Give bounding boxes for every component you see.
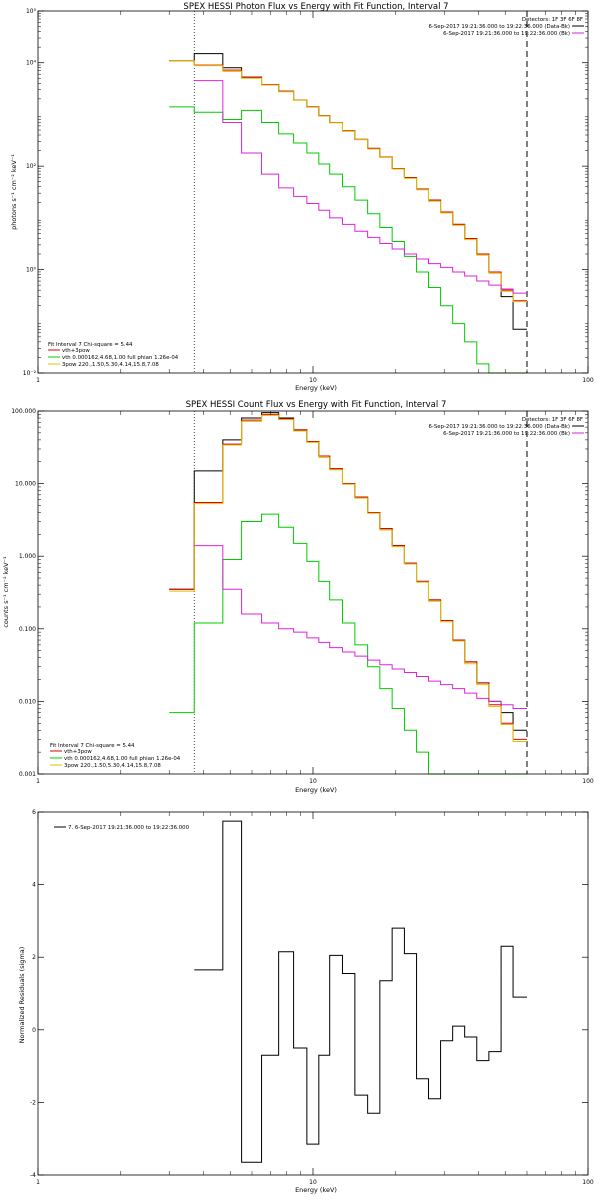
legend-data-bk: 6-Sep-2017 19:21:36.000 to 19:22:36.000 …	[428, 24, 570, 30]
y-axis-label: photons s⁻¹ cm⁻² keV⁻¹	[10, 154, 18, 230]
y-tick-label: 0.010	[19, 698, 36, 705]
count-flux-panel: SPEX HESSI Count Flux vs Energy with Fit…	[2, 400, 594, 794]
y-tick-label: 10.000	[15, 481, 36, 488]
series-line-3	[169, 414, 527, 743]
series-line-4	[194, 545, 527, 709]
chart-title: SPEX HESSI Photon Flux vs Energy with Fi…	[183, 2, 448, 12]
plot-frame	[37, 10, 589, 374]
plot-marks	[169, 411, 528, 775]
x-axis-label: Energy (keV)	[295, 384, 337, 392]
legend-residuals: 7. 6-Sep-2017 19:21:36.000 to 19:22:36.0…	[54, 825, 190, 831]
x-tick-label: 1	[36, 377, 40, 384]
y-tick-label: 100.000	[11, 408, 36, 415]
series-line-2	[169, 106, 527, 374]
y-tick-label: -4	[30, 1172, 36, 1179]
x-axis-label: Energy (keV)	[295, 786, 337, 794]
y-tick-label: 10⁰	[26, 267, 37, 274]
legend-fit-interval: Fit Interval 7 Chi-square = 5.44	[50, 743, 135, 749]
y-tick-label: 4	[32, 882, 36, 889]
plot-frame	[37, 410, 589, 775]
x-tick-label: 1	[36, 1179, 40, 1186]
legend-residual-interval: 7. 6-Sep-2017 19:21:36.000 to 19:22:36.0…	[68, 825, 190, 831]
y-tick-label: 10²	[26, 163, 37, 170]
legend-3pow: 3pow 220.,1.50,5.30,4.14,15.8,7.08	[62, 362, 159, 368]
series-line-1	[169, 413, 527, 740]
axis-ticks: 10⁻² 10⁰ 10² 10⁴ 10⁵ 1 10 100	[23, 8, 594, 384]
legend-detectors: Detectors: 1F 3F 6F 8F	[522, 17, 583, 23]
y-axis-label: counts s⁻¹ cm⁻² keV⁻¹	[2, 556, 10, 628]
series-line-4	[194, 80, 527, 294]
legend-data-bk: 6-Sep-2017 19:21:36.000 to 19:22:36.000 …	[428, 424, 570, 430]
legend-detectors: Detectors: 1F 3F 6F 8F	[522, 417, 583, 423]
legend-bottom-left: Fit Interval 7 Chi-square = 5.44 vth+3po…	[50, 743, 181, 769]
legend-bk: 6-Sep-2017 19:21:36.000 to 19:22:36.000 …	[443, 31, 570, 37]
legend-top-right: Detectors: 1F 3F 6F 8F 6-Sep-2017 19:21:…	[428, 17, 584, 37]
legend-fit-interval: Fit Interval 7 Chi-square = 5.44	[48, 342, 133, 348]
y-tick-label: 0.001	[19, 771, 36, 778]
axis-ticks: -4 -2 0 2 4 6 1 10 100	[30, 809, 594, 1186]
x-tick-label: 10	[309, 778, 317, 785]
y-axis-label: Normalized Residuals (sigma)	[18, 947, 26, 1044]
legend-3pow: 3pow 220.,1.50,5.30,4.14,15.8,7.08	[64, 763, 161, 769]
x-tick-label: 100	[582, 377, 594, 384]
x-axis-label: Energy (keV)	[295, 1186, 337, 1194]
y-tick-label: 0.100	[19, 626, 36, 633]
chart-title: SPEX HESSI Count Flux vs Energy with Fit…	[186, 400, 447, 410]
series-line-1	[169, 60, 527, 302]
y-tick-label: 10⁻²	[23, 370, 37, 377]
series-line-0	[194, 820, 527, 1163]
plot-marks	[169, 11, 528, 374]
y-tick-label: 0	[32, 1027, 36, 1034]
x-tick-label: 100	[582, 1179, 594, 1186]
plot-frame	[37, 811, 589, 1176]
legend-model: vth+3pow	[64, 749, 92, 755]
y-tick-label: 10⁴	[26, 60, 37, 67]
legend-model: vth+3pow	[62, 348, 90, 354]
residuals-panel: Energy (keV) Normalized Residuals (sigma…	[18, 809, 594, 1194]
legend-vth: vth 0.000162,4.68,1.00 full phian 1.26e-…	[62, 355, 179, 361]
plot-marks	[194, 820, 527, 1163]
legend-vth: vth 0.000162,4.68,1.00 full phian 1.26e-…	[64, 756, 181, 762]
y-tick-label: 10⁵	[26, 8, 37, 15]
y-tick-label: -2	[30, 1099, 36, 1106]
x-tick-label: 100	[582, 778, 594, 785]
legend-bk: 6-Sep-2017 19:21:36.000 to 19:22:36.000 …	[443, 431, 570, 437]
axis-ticks: 0.001 0.010 0.100 1.000 10.000 100.000 1 10 100	[11, 408, 594, 785]
y-tick-label: 6	[32, 809, 36, 816]
photon-flux-panel: SPEX HESSI Photon Flux vs Energy with Fi…	[10, 2, 594, 392]
x-tick-label: 10	[309, 1179, 317, 1186]
x-tick-label: 1	[36, 778, 40, 785]
y-tick-label: 1.000	[19, 553, 36, 560]
x-tick-label: 10	[309, 377, 317, 384]
y-tick-label: 2	[32, 954, 36, 961]
series-line-3	[169, 60, 527, 303]
legend-bottom-left: Fit Interval 7 Chi-square = 5.44 vth+3po…	[48, 342, 179, 368]
legend-top-right: Detectors: 1F 3F 6F 8F 6-Sep-2017 19:21:…	[428, 417, 584, 437]
